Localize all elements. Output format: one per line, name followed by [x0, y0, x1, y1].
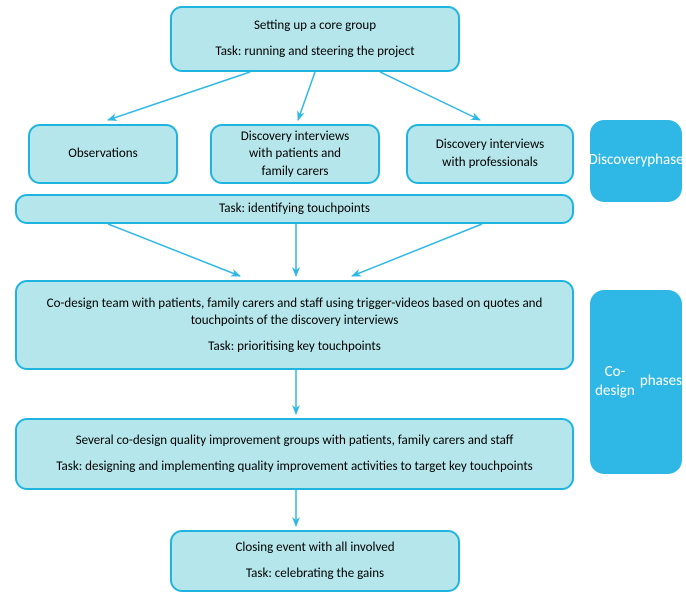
text-line: phases	[640, 372, 682, 392]
node-touchpoints: Task: identifying touchpoints	[15, 194, 574, 224]
text-line: Observations	[68, 145, 137, 163]
text-line: Co-design team with patients, family car…	[47, 295, 543, 313]
text-line: Task: designing and implementing quality…	[56, 458, 533, 476]
text-line: Several co-design quality improvement gr…	[76, 432, 514, 450]
arrow	[108, 224, 240, 276]
text-line: Co-design	[590, 363, 640, 402]
text-line: with professionals	[442, 154, 538, 172]
arrow	[108, 72, 250, 120]
phase-codesign: Co-designphases	[590, 290, 682, 474]
node-core-group: Setting up a core group Task: running and…	[170, 6, 460, 72]
text-line: Task: celebrating the gains	[246, 565, 384, 583]
node-interviews-professionals: Discovery interviewswith professionals	[406, 124, 574, 184]
text-line: Closing event with all involved	[235, 539, 394, 557]
text-line: Discovery interviews	[436, 136, 544, 154]
text-line: Discovery interviews	[241, 128, 349, 146]
node-interviews-patients: Discovery interviewswith patients andfam…	[210, 124, 380, 184]
arrow	[298, 72, 315, 120]
arrow	[380, 72, 480, 120]
node-closing-event: Closing event with all involved Task: cel…	[170, 530, 460, 592]
text-line: with patients and	[249, 145, 341, 163]
text-line: Task: prioritising key touchpoints	[208, 338, 381, 356]
text-line: phase	[647, 151, 683, 171]
node-codesign-team: Co-design team with patients, family car…	[15, 280, 574, 370]
text-line: touchpoints of the discovery interviews	[191, 312, 399, 330]
node-observations: Observations	[28, 124, 178, 184]
node-improvement-groups: Several co-design quality improvement gr…	[15, 418, 574, 490]
arrow	[352, 224, 482, 276]
text-line: Setting up a core group	[254, 17, 376, 35]
phase-discovery: Discoveryphase	[590, 120, 682, 202]
text-line: Task: identifying touchpoints	[219, 200, 370, 218]
text-line: Task: running and steering the project	[215, 43, 414, 61]
text-line: Discovery	[588, 151, 647, 171]
text-line: family carers	[262, 163, 329, 181]
